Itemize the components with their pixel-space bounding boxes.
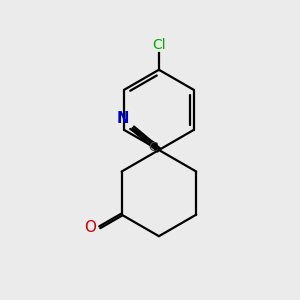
Text: Cl: Cl	[152, 38, 166, 52]
Text: C: C	[148, 141, 157, 154]
Text: N: N	[117, 111, 129, 126]
Text: O: O	[84, 220, 96, 235]
